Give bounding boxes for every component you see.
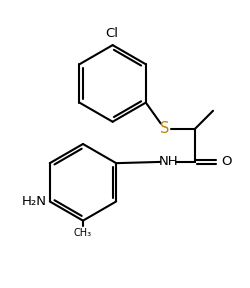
Text: NH: NH <box>158 156 178 168</box>
Text: H₂N: H₂N <box>22 195 47 208</box>
Text: Cl: Cl <box>105 27 118 40</box>
Text: O: O <box>221 156 232 168</box>
Text: CH₃: CH₃ <box>74 228 92 238</box>
Text: S: S <box>160 121 169 136</box>
